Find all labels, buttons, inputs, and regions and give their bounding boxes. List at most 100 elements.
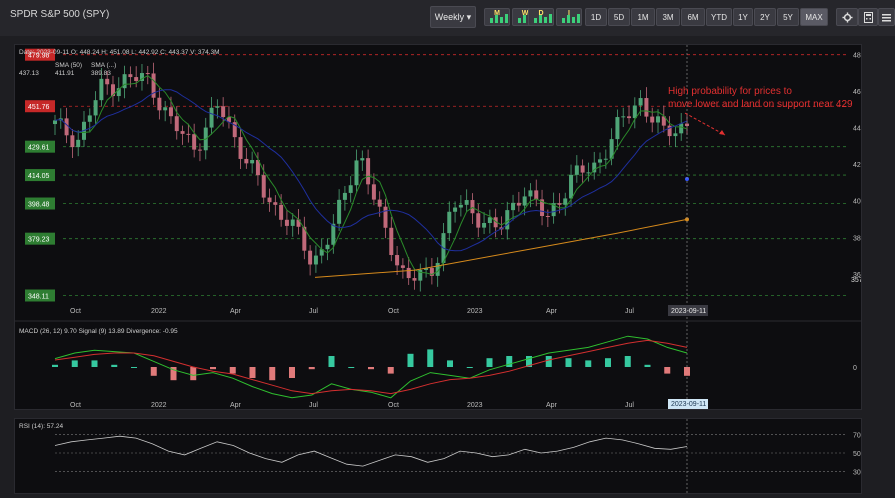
- signal-line: [54, 339, 688, 395]
- candle-body: [255, 160, 260, 176]
- macd-histogram-bar: [585, 360, 592, 367]
- candle-body: [93, 100, 98, 116]
- range-button-1d[interactable]: 1D: [585, 8, 607, 26]
- menu-icon[interactable]: [878, 8, 895, 26]
- macd-histogram-bar: [269, 367, 276, 381]
- range-button-5y[interactable]: 5Y: [777, 8, 799, 26]
- level-badge: [25, 169, 55, 182]
- candle-body: [105, 78, 110, 85]
- candle-body: [209, 107, 214, 128]
- macd-histogram-bar: [52, 364, 58, 367]
- macd-histogram-bar: [387, 367, 394, 374]
- macd-histogram-bar: [644, 364, 651, 367]
- crosshair-date: 2023-09-11: [671, 308, 706, 315]
- rsi-line: [54, 435, 688, 467]
- monthly-chart-icon[interactable]: M: [484, 8, 510, 26]
- candle-body: [528, 190, 533, 197]
- candle-body: [493, 217, 498, 228]
- candle-body: [482, 222, 487, 228]
- level-badge: [25, 289, 55, 302]
- candle-body: [574, 165, 579, 175]
- intraday-letter: I: [568, 10, 570, 17]
- ma3-value: 389.83: [91, 70, 111, 77]
- range-button-6m[interactable]: 6M: [681, 8, 705, 26]
- sma-mid-marker: [685, 177, 689, 182]
- intraday-chart-icon[interactable]: I: [556, 8, 582, 26]
- level-badge: [25, 100, 55, 113]
- macd-histogram-bar: [131, 367, 137, 368]
- daily-chart-icon[interactable]: D: [528, 8, 554, 26]
- range-button-1y[interactable]: 1Y: [733, 8, 753, 26]
- level-label: 451.76: [28, 104, 50, 111]
- calculator-icon[interactable]: [858, 8, 878, 26]
- candle-body: [603, 158, 608, 160]
- macd-histogram-bar: [308, 367, 315, 370]
- candle-body: [435, 262, 440, 276]
- range-button-max[interactable]: MAX: [800, 8, 828, 26]
- x-tick-label: Oct: [388, 308, 399, 315]
- candle-body: [70, 135, 75, 148]
- candle-body: [632, 105, 637, 119]
- candle-body: [545, 216, 550, 218]
- x-tick-label: Oct: [70, 308, 81, 315]
- macd-histogram-bar: [684, 367, 690, 376]
- y-tick-label: 380: [853, 235, 861, 242]
- level-label: 414.05: [28, 173, 50, 180]
- macd-histogram-bar: [249, 367, 256, 378]
- price-chart[interactable]: 360 380 400 420 440 460 480 357.19 479.98 451.76 4…: [15, 45, 873, 409]
- level-label: 379.23: [28, 237, 50, 244]
- candle-body: [325, 244, 330, 250]
- macd-histogram-bar: [348, 367, 355, 368]
- rsi-y-tick: 70: [853, 432, 861, 439]
- candle-body: [609, 139, 614, 159]
- level-label: 429.61: [28, 145, 50, 152]
- range-button-2y[interactable]: 2Y: [754, 8, 776, 26]
- candle-body: [279, 204, 284, 220]
- range-button-5d[interactable]: 5D: [608, 8, 630, 26]
- candle-body: [331, 223, 336, 245]
- x-tick-label: Apr: [546, 308, 558, 315]
- chevron-down-icon: ▾: [466, 11, 472, 22]
- interval-select[interactable]: Weekly ▾: [430, 6, 476, 28]
- candle-body: [557, 203, 562, 205]
- macd-histogram-bar: [170, 367, 177, 381]
- candle-body: [667, 125, 672, 137]
- candle-body: [221, 106, 226, 118]
- rsi-chart[interactable]: RSI (14): 57.24 30 50 70: [15, 419, 861, 493]
- candle-body: [505, 210, 510, 230]
- candle-body: [627, 116, 632, 119]
- range-button-ytd[interactable]: YTD: [706, 8, 732, 26]
- candle-body: [400, 265, 405, 268]
- candle-body: [99, 78, 104, 101]
- candle-body: [679, 123, 684, 134]
- gear-icon[interactable]: [836, 8, 858, 26]
- macd-histogram-bar: [190, 367, 197, 381]
- macd-histogram-bar: [486, 358, 493, 367]
- interval-label: Weekly: [434, 12, 465, 22]
- rsi-y-tick: 30: [853, 470, 861, 477]
- level-label: 479.98: [28, 53, 50, 60]
- y-tick-label: 357.19: [851, 277, 861, 284]
- macd-legend: MACD (26, 12) 9.70 Signal (9) 13.89 Dive…: [19, 328, 178, 335]
- candle-body: [534, 190, 539, 200]
- macd-x-tick-label: Oct: [70, 402, 81, 409]
- candle-body: [685, 123, 689, 126]
- macd-histogram-bar: [526, 356, 532, 367]
- y-tick-label: 400: [853, 199, 861, 206]
- level-badge: [25, 48, 55, 61]
- candle-body: [244, 158, 249, 164]
- candle-body: [377, 199, 382, 207]
- candle-body: [522, 196, 527, 206]
- candle-body: [644, 98, 649, 117]
- ma2-value: 411.91: [55, 70, 75, 77]
- sma-fast-line: [72, 75, 688, 276]
- range-button-1m[interactable]: 1M: [631, 8, 655, 26]
- candle-body: [139, 73, 144, 81]
- range-button-3m[interactable]: 3M: [656, 8, 680, 26]
- x-tick-label: 2023: [467, 308, 483, 315]
- ohlc-readout: Date: 2023-09-11 O: 448.24 H: 451.08 L: …: [19, 49, 220, 56]
- annotation-arrowhead: [719, 130, 725, 135]
- candle-body: [389, 227, 394, 256]
- candle-body: [354, 160, 359, 186]
- candle-body: [540, 199, 545, 217]
